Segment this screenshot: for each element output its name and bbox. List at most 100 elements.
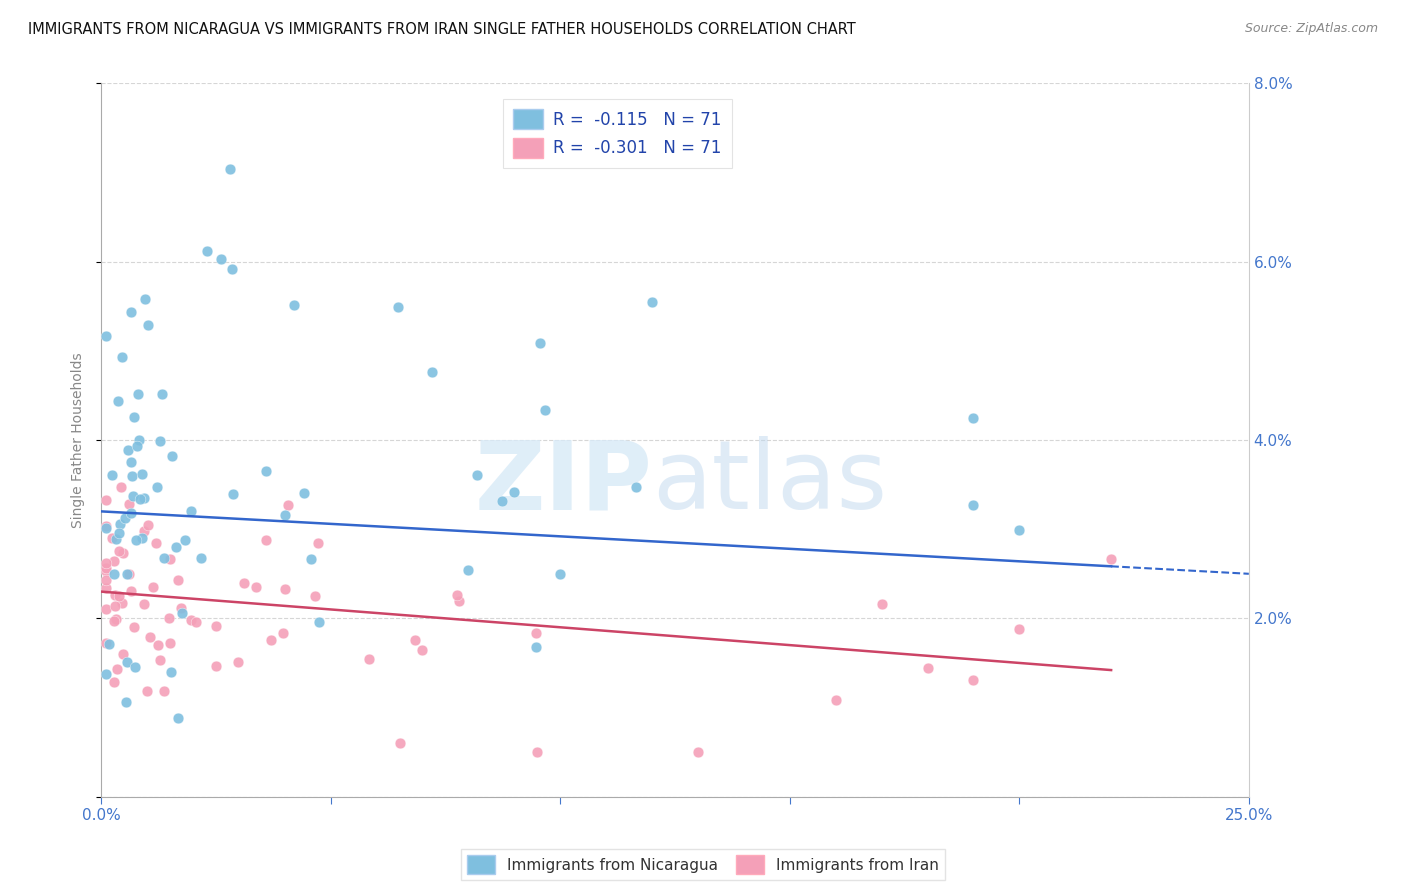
- Point: [159, 552, 181, 566]
- Point: [870, 597, 893, 611]
- Text: IMMIGRANTS FROM NICARAGUA VS IMMIGRANTS FROM IRAN SINGLE FATHER HOUSEHOLDS CORRE: IMMIGRANTS FROM NICARAGUA VS IMMIGRANTS …: [28, 22, 856, 37]
- Point: [101, 467, 124, 482]
- Point: [173, 533, 195, 547]
- Point: [388, 736, 411, 750]
- Point: [962, 673, 984, 687]
- Point: [108, 543, 131, 558]
- Point: [135, 684, 157, 698]
- Point: [245, 580, 267, 594]
- Point: [205, 618, 228, 632]
- Point: [524, 640, 547, 655]
- Point: [94, 601, 117, 615]
- Legend: Immigrants from Nicaragua, Immigrants from Iran: Immigrants from Nicaragua, Immigrants fr…: [461, 849, 945, 880]
- Point: [233, 575, 256, 590]
- Point: [134, 524, 156, 539]
- Point: [124, 659, 146, 673]
- Point: [165, 540, 187, 554]
- Point: [283, 298, 305, 312]
- Point: [125, 440, 148, 454]
- Point: [962, 498, 984, 512]
- Point: [121, 469, 143, 483]
- Point: [917, 661, 939, 675]
- Point: [1008, 622, 1031, 636]
- Point: [503, 484, 526, 499]
- Point: [167, 573, 190, 587]
- Point: [108, 590, 131, 604]
- Point: [420, 365, 443, 379]
- Point: [304, 589, 326, 603]
- Point: [301, 552, 323, 566]
- Point: [180, 503, 202, 517]
- Point: [136, 318, 159, 332]
- Point: [209, 252, 232, 266]
- Point: [526, 626, 548, 640]
- Point: [190, 550, 212, 565]
- Point: [103, 675, 125, 690]
- Point: [218, 161, 240, 176]
- Point: [122, 489, 145, 503]
- Point: [94, 492, 117, 507]
- Point: [271, 626, 294, 640]
- Point: [103, 554, 125, 568]
- Point: [120, 455, 142, 469]
- Point: [94, 519, 117, 533]
- Point: [467, 468, 489, 483]
- Point: [111, 546, 134, 560]
- Point: [148, 638, 170, 652]
- Point: [624, 480, 647, 494]
- Point: [292, 485, 315, 500]
- Point: [122, 620, 145, 634]
- Point: [166, 711, 188, 725]
- Point: [104, 588, 127, 602]
- Point: [145, 536, 167, 550]
- Point: [108, 526, 131, 541]
- Point: [150, 386, 173, 401]
- Point: [222, 487, 245, 501]
- Point: [94, 636, 117, 650]
- Point: [159, 636, 181, 650]
- Point: [221, 262, 243, 277]
- Point: [94, 564, 117, 578]
- Point: [359, 652, 381, 666]
- Point: [94, 329, 117, 343]
- Point: [124, 409, 146, 424]
- Point: [170, 601, 193, 615]
- Point: [115, 696, 138, 710]
- Text: Source: ZipAtlas.com: Source: ZipAtlas.com: [1244, 22, 1378, 36]
- Point: [98, 637, 121, 651]
- Point: [387, 300, 409, 314]
- Text: atlas: atlas: [652, 436, 887, 529]
- Point: [145, 480, 167, 494]
- Point: [112, 648, 135, 662]
- Point: [94, 521, 117, 535]
- Point: [277, 499, 299, 513]
- Point: [160, 665, 183, 680]
- Point: [260, 633, 283, 648]
- Point: [274, 508, 297, 522]
- Point: [142, 580, 165, 594]
- Point: [139, 630, 162, 644]
- Point: [160, 449, 183, 463]
- Point: [117, 443, 139, 458]
- Point: [125, 533, 148, 547]
- Point: [103, 567, 125, 582]
- Point: [132, 597, 155, 611]
- Legend: R =  -0.115   N = 71, R =  -0.301   N = 71: R = -0.115 N = 71, R = -0.301 N = 71: [503, 99, 733, 168]
- Point: [824, 693, 846, 707]
- Point: [103, 614, 125, 628]
- Point: [131, 531, 153, 545]
- Point: [110, 596, 132, 610]
- Point: [254, 533, 277, 547]
- Point: [548, 566, 571, 581]
- Point: [94, 581, 117, 595]
- Point: [149, 434, 172, 448]
- Point: [254, 464, 277, 478]
- Point: [94, 573, 117, 587]
- Point: [115, 566, 138, 581]
- Point: [111, 350, 134, 364]
- Point: [641, 295, 664, 310]
- Point: [526, 745, 548, 759]
- Point: [962, 410, 984, 425]
- Point: [411, 642, 433, 657]
- Point: [132, 491, 155, 505]
